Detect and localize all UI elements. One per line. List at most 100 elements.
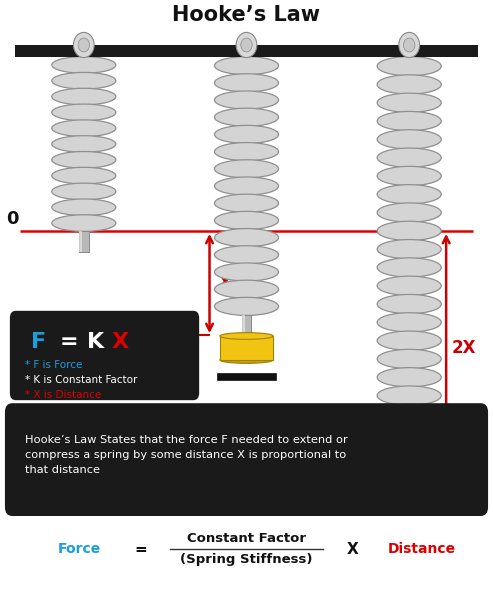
Ellipse shape xyxy=(52,152,116,168)
Ellipse shape xyxy=(55,58,116,73)
Ellipse shape xyxy=(220,356,273,364)
Ellipse shape xyxy=(218,230,279,247)
Ellipse shape xyxy=(55,106,116,121)
Ellipse shape xyxy=(218,179,279,195)
Ellipse shape xyxy=(52,88,116,105)
Text: Hooke’s Law States that the force F needed to extend or
compress a spring by som: Hooke’s Law States that the force F need… xyxy=(25,434,348,475)
Ellipse shape xyxy=(218,92,279,109)
Bar xyxy=(217,373,276,380)
Ellipse shape xyxy=(383,464,436,472)
Ellipse shape xyxy=(214,160,279,178)
Ellipse shape xyxy=(377,75,441,94)
Ellipse shape xyxy=(381,351,441,369)
Ellipse shape xyxy=(381,314,441,332)
FancyBboxPatch shape xyxy=(10,311,199,400)
Ellipse shape xyxy=(218,76,279,92)
Ellipse shape xyxy=(377,56,441,76)
Ellipse shape xyxy=(55,121,116,137)
Circle shape xyxy=(403,38,415,52)
Ellipse shape xyxy=(55,137,116,152)
Ellipse shape xyxy=(377,386,441,405)
Text: 2X: 2X xyxy=(452,338,477,356)
Circle shape xyxy=(78,38,90,52)
Text: F: F xyxy=(31,332,46,352)
Ellipse shape xyxy=(214,108,279,126)
Ellipse shape xyxy=(377,368,441,387)
Ellipse shape xyxy=(214,56,279,74)
Ellipse shape xyxy=(381,131,441,149)
Text: * F is Force: * F is Force xyxy=(25,360,82,370)
Ellipse shape xyxy=(381,388,441,406)
Ellipse shape xyxy=(377,258,441,277)
Text: =: = xyxy=(59,332,78,352)
Ellipse shape xyxy=(52,167,116,184)
Ellipse shape xyxy=(52,73,116,89)
Bar xyxy=(383,444,436,468)
Text: 0: 0 xyxy=(6,210,19,228)
Ellipse shape xyxy=(214,298,279,316)
Bar xyxy=(79,231,89,252)
Bar xyxy=(404,423,407,444)
Ellipse shape xyxy=(377,295,441,314)
Ellipse shape xyxy=(377,331,441,350)
Bar xyxy=(242,315,251,336)
Ellipse shape xyxy=(52,56,116,73)
Ellipse shape xyxy=(377,112,441,131)
Text: * K is Constant Factor: * K is Constant Factor xyxy=(25,375,137,385)
Text: X: X xyxy=(218,275,231,292)
Text: Force: Force xyxy=(57,542,101,556)
Ellipse shape xyxy=(55,185,116,200)
Ellipse shape xyxy=(52,120,116,136)
Ellipse shape xyxy=(377,148,441,167)
Ellipse shape xyxy=(381,95,441,113)
Bar xyxy=(383,464,436,488)
Ellipse shape xyxy=(214,229,279,247)
Ellipse shape xyxy=(381,333,441,350)
Ellipse shape xyxy=(383,461,436,468)
Bar xyxy=(242,315,245,336)
Ellipse shape xyxy=(377,221,441,241)
Ellipse shape xyxy=(381,223,441,241)
Circle shape xyxy=(399,32,420,58)
Ellipse shape xyxy=(214,91,279,109)
Ellipse shape xyxy=(377,239,441,259)
Text: Distance: Distance xyxy=(387,542,456,556)
Ellipse shape xyxy=(218,213,279,230)
Text: Constant Factor: Constant Factor xyxy=(187,532,306,545)
Bar xyxy=(220,336,273,360)
Ellipse shape xyxy=(381,113,441,131)
Ellipse shape xyxy=(381,278,441,296)
Text: (Spring Stiffness): (Spring Stiffness) xyxy=(180,553,313,566)
Bar xyxy=(15,45,478,57)
Ellipse shape xyxy=(381,260,441,277)
Ellipse shape xyxy=(52,215,116,232)
Ellipse shape xyxy=(55,216,116,232)
Ellipse shape xyxy=(52,199,116,215)
Ellipse shape xyxy=(377,349,441,368)
Ellipse shape xyxy=(214,194,279,212)
Ellipse shape xyxy=(383,485,436,492)
Ellipse shape xyxy=(218,161,279,178)
Circle shape xyxy=(241,38,252,52)
Ellipse shape xyxy=(55,200,116,216)
Ellipse shape xyxy=(381,205,441,223)
Ellipse shape xyxy=(381,370,441,387)
Ellipse shape xyxy=(381,296,441,314)
Bar xyxy=(79,231,82,252)
Ellipse shape xyxy=(55,169,116,184)
Ellipse shape xyxy=(218,110,279,127)
Ellipse shape xyxy=(52,104,116,121)
Text: * X is Distance: * X is Distance xyxy=(25,390,101,400)
Ellipse shape xyxy=(55,74,116,89)
Ellipse shape xyxy=(52,136,116,152)
Text: Hooke’s Law: Hooke’s Law xyxy=(173,5,320,25)
Ellipse shape xyxy=(214,125,279,143)
Ellipse shape xyxy=(381,77,441,94)
Ellipse shape xyxy=(218,299,279,316)
Ellipse shape xyxy=(218,58,279,75)
Ellipse shape xyxy=(218,196,279,212)
Text: F: F xyxy=(75,326,86,344)
Ellipse shape xyxy=(377,166,441,185)
Ellipse shape xyxy=(377,404,441,424)
Circle shape xyxy=(73,32,94,58)
